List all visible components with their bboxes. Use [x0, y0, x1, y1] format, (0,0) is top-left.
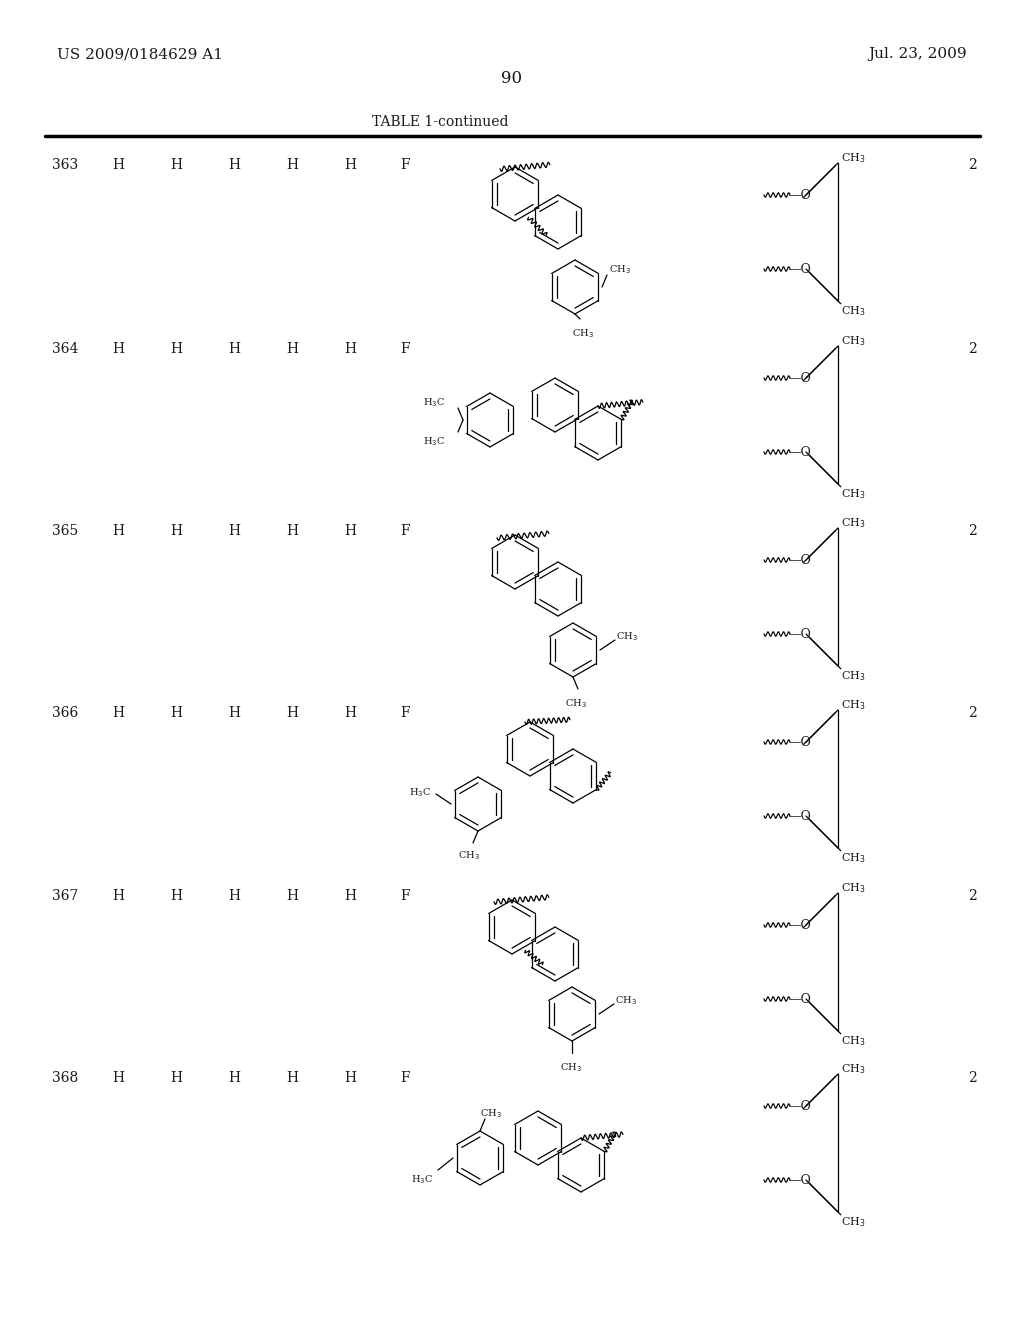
Text: CH$_3$: CH$_3$	[565, 697, 587, 710]
Text: 364: 364	[52, 342, 79, 356]
Text: —O: —O	[788, 628, 811, 642]
Text: —O: —O	[788, 919, 811, 932]
Text: CH$_3$: CH$_3$	[841, 851, 865, 865]
Text: 363: 363	[52, 158, 78, 172]
Text: CH$_3$: CH$_3$	[609, 263, 631, 276]
Text: H: H	[112, 342, 124, 356]
Text: H: H	[286, 888, 298, 903]
Text: CH$_3$: CH$_3$	[616, 630, 638, 643]
Text: H$_3$C: H$_3$C	[423, 436, 445, 447]
Text: F: F	[400, 706, 410, 719]
Text: CH$_3$: CH$_3$	[841, 150, 865, 165]
Text: H: H	[228, 158, 240, 172]
Text: H: H	[170, 342, 182, 356]
Text: H$_3$C: H$_3$C	[423, 396, 445, 409]
Text: —O: —O	[788, 737, 811, 748]
Text: H: H	[170, 706, 182, 719]
Text: H$_3$C: H$_3$C	[409, 785, 431, 799]
Text: H: H	[344, 158, 356, 172]
Text: 366: 366	[52, 706, 78, 719]
Text: H: H	[344, 1071, 356, 1085]
Text: H: H	[344, 888, 356, 903]
Text: 90: 90	[502, 70, 522, 87]
Text: TABLE 1-continued: TABLE 1-continued	[372, 115, 508, 129]
Text: CH$_3$: CH$_3$	[572, 327, 594, 339]
Text: —O: —O	[788, 372, 811, 385]
Text: H: H	[170, 158, 182, 172]
Text: —O: —O	[788, 263, 811, 276]
Text: —O: —O	[788, 446, 811, 459]
Text: Jul. 23, 2009: Jul. 23, 2009	[868, 48, 967, 61]
Text: CH$_3$: CH$_3$	[615, 994, 637, 1007]
Text: H: H	[112, 888, 124, 903]
Text: H: H	[286, 1071, 298, 1085]
Text: CH$_3$: CH$_3$	[841, 1063, 865, 1076]
Text: H: H	[228, 1071, 240, 1085]
Text: H: H	[112, 524, 124, 539]
Text: H: H	[228, 524, 240, 539]
Text: 2: 2	[968, 706, 977, 719]
Text: 367: 367	[52, 888, 79, 903]
Text: H: H	[344, 706, 356, 719]
Text: —O: —O	[788, 810, 811, 822]
Text: CH$_3$: CH$_3$	[841, 487, 865, 500]
Text: 2: 2	[968, 158, 977, 172]
Text: H: H	[170, 524, 182, 539]
Text: CH$_3$: CH$_3$	[841, 880, 865, 895]
Text: H: H	[112, 706, 124, 719]
Text: H: H	[286, 342, 298, 356]
Text: H: H	[228, 706, 240, 719]
Text: 2: 2	[968, 342, 977, 356]
Text: H: H	[228, 342, 240, 356]
Text: H: H	[286, 706, 298, 719]
Text: US 2009/0184629 A1: US 2009/0184629 A1	[57, 48, 223, 61]
Text: H: H	[344, 524, 356, 539]
Text: H: H	[344, 342, 356, 356]
Text: H: H	[112, 1071, 124, 1085]
Text: CH$_3$: CH$_3$	[841, 669, 865, 682]
Text: F: F	[400, 1071, 410, 1085]
Text: 2: 2	[968, 524, 977, 539]
Text: 365: 365	[52, 524, 78, 539]
Text: CH$_3$: CH$_3$	[841, 304, 865, 318]
Text: H: H	[170, 1071, 182, 1085]
Text: —O: —O	[788, 993, 811, 1006]
Text: CH$_3$: CH$_3$	[841, 1034, 865, 1048]
Text: F: F	[400, 158, 410, 172]
Text: H: H	[112, 158, 124, 172]
Text: CH$_3$: CH$_3$	[841, 1214, 865, 1229]
Text: —O: —O	[788, 1100, 811, 1113]
Text: F: F	[400, 524, 410, 539]
Text: 2: 2	[968, 1071, 977, 1085]
Text: —O: —O	[788, 554, 811, 568]
Text: H: H	[228, 888, 240, 903]
Text: CH$_3$: CH$_3$	[841, 516, 865, 529]
Text: 2: 2	[968, 888, 977, 903]
Text: F: F	[400, 888, 410, 903]
Text: CH$_3$: CH$_3$	[480, 1107, 502, 1119]
Text: CH$_3$: CH$_3$	[560, 1061, 582, 1073]
Text: CH$_3$: CH$_3$	[458, 849, 480, 862]
Text: H: H	[286, 158, 298, 172]
Text: F: F	[400, 342, 410, 356]
Text: 368: 368	[52, 1071, 78, 1085]
Text: H$_3$C: H$_3$C	[411, 1173, 433, 1185]
Text: H: H	[170, 888, 182, 903]
Text: CH$_3$: CH$_3$	[841, 698, 865, 711]
Text: H: H	[286, 524, 298, 539]
Text: —O: —O	[788, 1173, 811, 1187]
Text: CH$_3$: CH$_3$	[841, 334, 865, 347]
Text: —O: —O	[788, 189, 811, 202]
